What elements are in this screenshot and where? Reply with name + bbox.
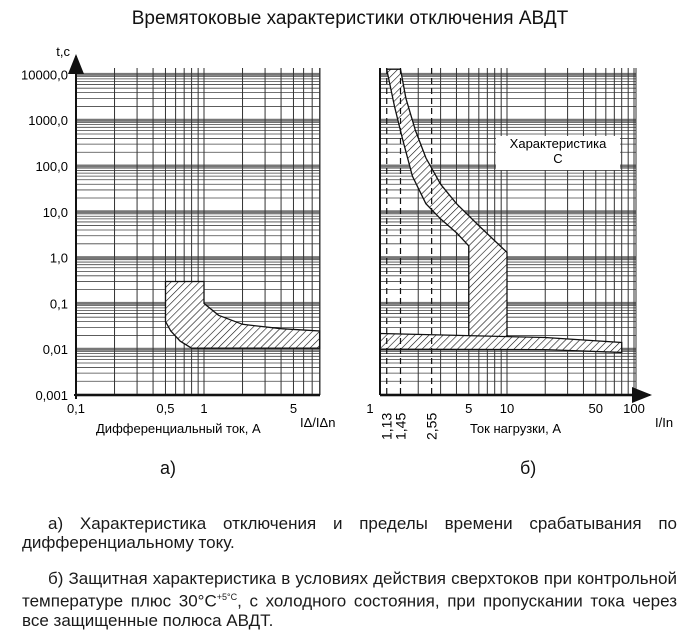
x-tick-label: 0,1 xyxy=(67,401,85,416)
x-tick-label: 0,5 xyxy=(156,401,174,416)
y-tick-label: 0,1 xyxy=(50,296,68,311)
x-tick-label: 1 xyxy=(366,401,373,416)
page-title: Времятоковые характеристики отключения А… xyxy=(131,8,569,29)
x-tick-label: 50 xyxy=(589,401,603,416)
dashed-line-label: 2,55 xyxy=(424,413,440,440)
dashed-line-label: 1,45 xyxy=(392,413,408,440)
y-axis-label: t,c xyxy=(56,44,70,59)
characteristic-band xyxy=(164,280,321,349)
caption-a-label: а) xyxy=(160,458,177,478)
chart-canvas: t,c 10000,0 1000,0 100,0 10,0 1,0 0,1 0,01 0,001… xyxy=(21,44,673,440)
dashed-line-label: 1,13 xyxy=(379,413,395,440)
x-axis-label: Ток нагрузки, А xyxy=(470,421,561,436)
x-tick-label: 5 xyxy=(465,401,472,416)
y-tick-label: 0,01 xyxy=(43,342,68,357)
annotation-background xyxy=(496,136,620,170)
x-tick-label: 10 xyxy=(500,401,514,416)
y-tick-label: 1,0 xyxy=(50,251,68,266)
description-b-text: б) Защитная характеристика в условиях де… xyxy=(22,569,677,611)
description-a: а) Характеристика отключения и пределы в… xyxy=(22,514,677,552)
x-tick-label: 1 xyxy=(200,401,207,416)
characteristic-band xyxy=(385,68,513,350)
y-tick-label: 100,0 xyxy=(35,159,68,174)
description-b: б) Защитная характеристика в условиях де… xyxy=(22,569,677,630)
caption-b-label: б) xyxy=(520,458,537,478)
x-unit-label: I/In xyxy=(655,415,673,430)
y-tick-label: 10000,0 xyxy=(21,67,68,82)
x-tick-label: 5 xyxy=(290,401,297,416)
y-tick-label: 10,0 xyxy=(43,205,68,220)
x-axis-label: Дифференциальный ток, А xyxy=(96,421,261,436)
annotation-label: С xyxy=(553,151,562,166)
x-tick-label: 100 xyxy=(623,401,645,416)
y-tick-label: 0,001 xyxy=(35,388,68,403)
annotation-label: Характеристика xyxy=(510,136,607,151)
temperature-tolerance: +5°С xyxy=(216,592,238,602)
y-tick-label: 1000,0 xyxy=(28,113,68,128)
x-unit-label: IΔ/IΔn xyxy=(300,415,335,430)
description-b-text-end: , с холодного состояния, при пропускании… xyxy=(22,591,678,630)
characteristic-band xyxy=(379,332,623,354)
